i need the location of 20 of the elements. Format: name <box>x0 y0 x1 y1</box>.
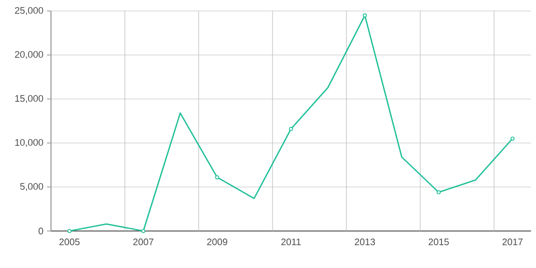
point <box>141 229 146 233</box>
point <box>436 190 441 194</box>
point <box>362 13 367 18</box>
x-tick-label: 2013 <box>354 238 375 246</box>
y-tick-label: 5,000 <box>20 183 44 191</box>
point <box>67 229 72 233</box>
x-tick-label: 2011 <box>281 238 301 246</box>
y-tick-label: 25,000 <box>15 7 44 15</box>
point <box>289 126 293 131</box>
point <box>510 136 515 141</box>
point <box>215 175 220 180</box>
y-tick-label: 15,000 <box>15 95 44 103</box>
x-tick-label: 2017 <box>502 238 523 246</box>
x-tick-label: 2007 <box>133 238 154 246</box>
y-tick-label: 0 <box>38 228 44 234</box>
x-tick-label: 2009 <box>207 238 228 246</box>
y-tick-label: 20,000 <box>15 51 44 59</box>
x-tick-label: 2015 <box>428 238 449 246</box>
y-tick-label: 10,000 <box>15 139 44 147</box>
x-tick-label: 2005 <box>59 238 80 246</box>
